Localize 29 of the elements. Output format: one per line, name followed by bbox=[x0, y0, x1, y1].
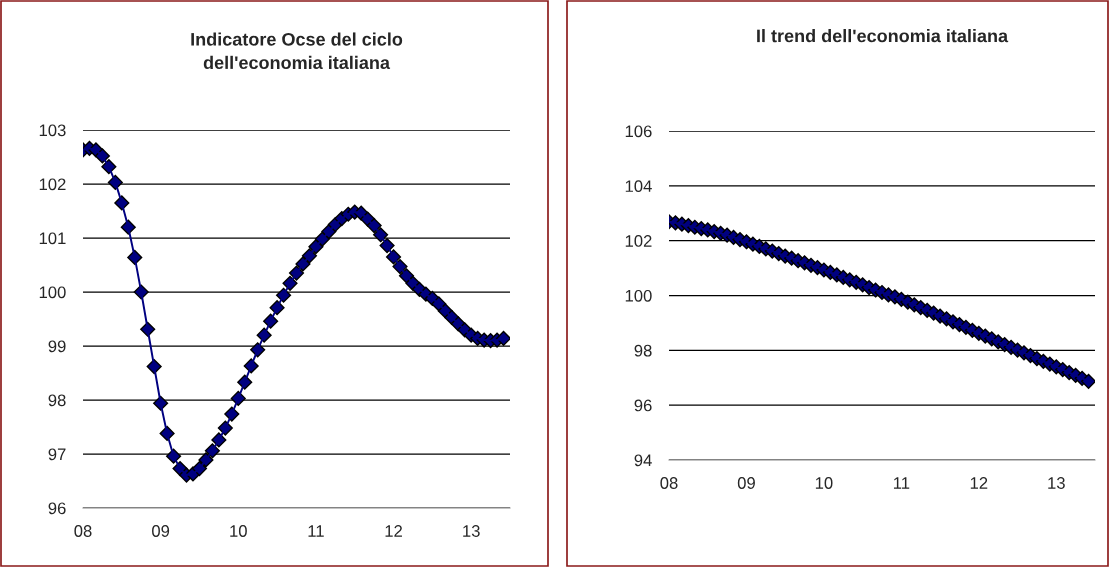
y-tick-label: 97 bbox=[48, 448, 66, 461]
y-tick-label: 100 bbox=[625, 289, 652, 302]
x-tick-label: 09 bbox=[737, 477, 755, 489]
x-tick-label: 09 bbox=[152, 525, 170, 537]
x-tick-label: 10 bbox=[230, 525, 247, 537]
y-tick-label: 98 bbox=[48, 394, 66, 407]
y-tick-label: 99 bbox=[48, 340, 66, 353]
y-tick-label: 101 bbox=[39, 232, 66, 245]
x-tick-label: 08 bbox=[74, 525, 92, 537]
y-tick-label: 98 bbox=[634, 344, 652, 357]
chart-title: Il trend dell'economia italiana bbox=[757, 29, 1009, 43]
y-tick-label: 102 bbox=[625, 235, 652, 247]
y-tick-label: 94 bbox=[634, 454, 652, 467]
x-tick-label: 13 bbox=[463, 525, 480, 537]
x-tick-label: 10 bbox=[815, 477, 833, 489]
y-tick-label: 106 bbox=[625, 125, 652, 138]
x-tick-label: 11 bbox=[893, 477, 910, 489]
y-tick-label: 102 bbox=[39, 178, 66, 191]
x-tick-label: 12 bbox=[970, 477, 988, 489]
y-tick-label: 96 bbox=[48, 502, 66, 515]
y-tick-label: 103 bbox=[39, 124, 66, 137]
y-tick-label: 96 bbox=[634, 399, 652, 412]
x-tick-label: 11 bbox=[308, 525, 324, 537]
chart-title: Indicatore Ocse del ciclo dell'economia italiana bbox=[191, 32, 403, 70]
y-tick-label: 104 bbox=[625, 180, 652, 193]
y-tick-label: 100 bbox=[39, 286, 66, 299]
x-tick-label: 13 bbox=[1048, 477, 1065, 489]
x-tick-label: 08 bbox=[660, 477, 678, 489]
x-tick-label: 12 bbox=[385, 525, 402, 537]
